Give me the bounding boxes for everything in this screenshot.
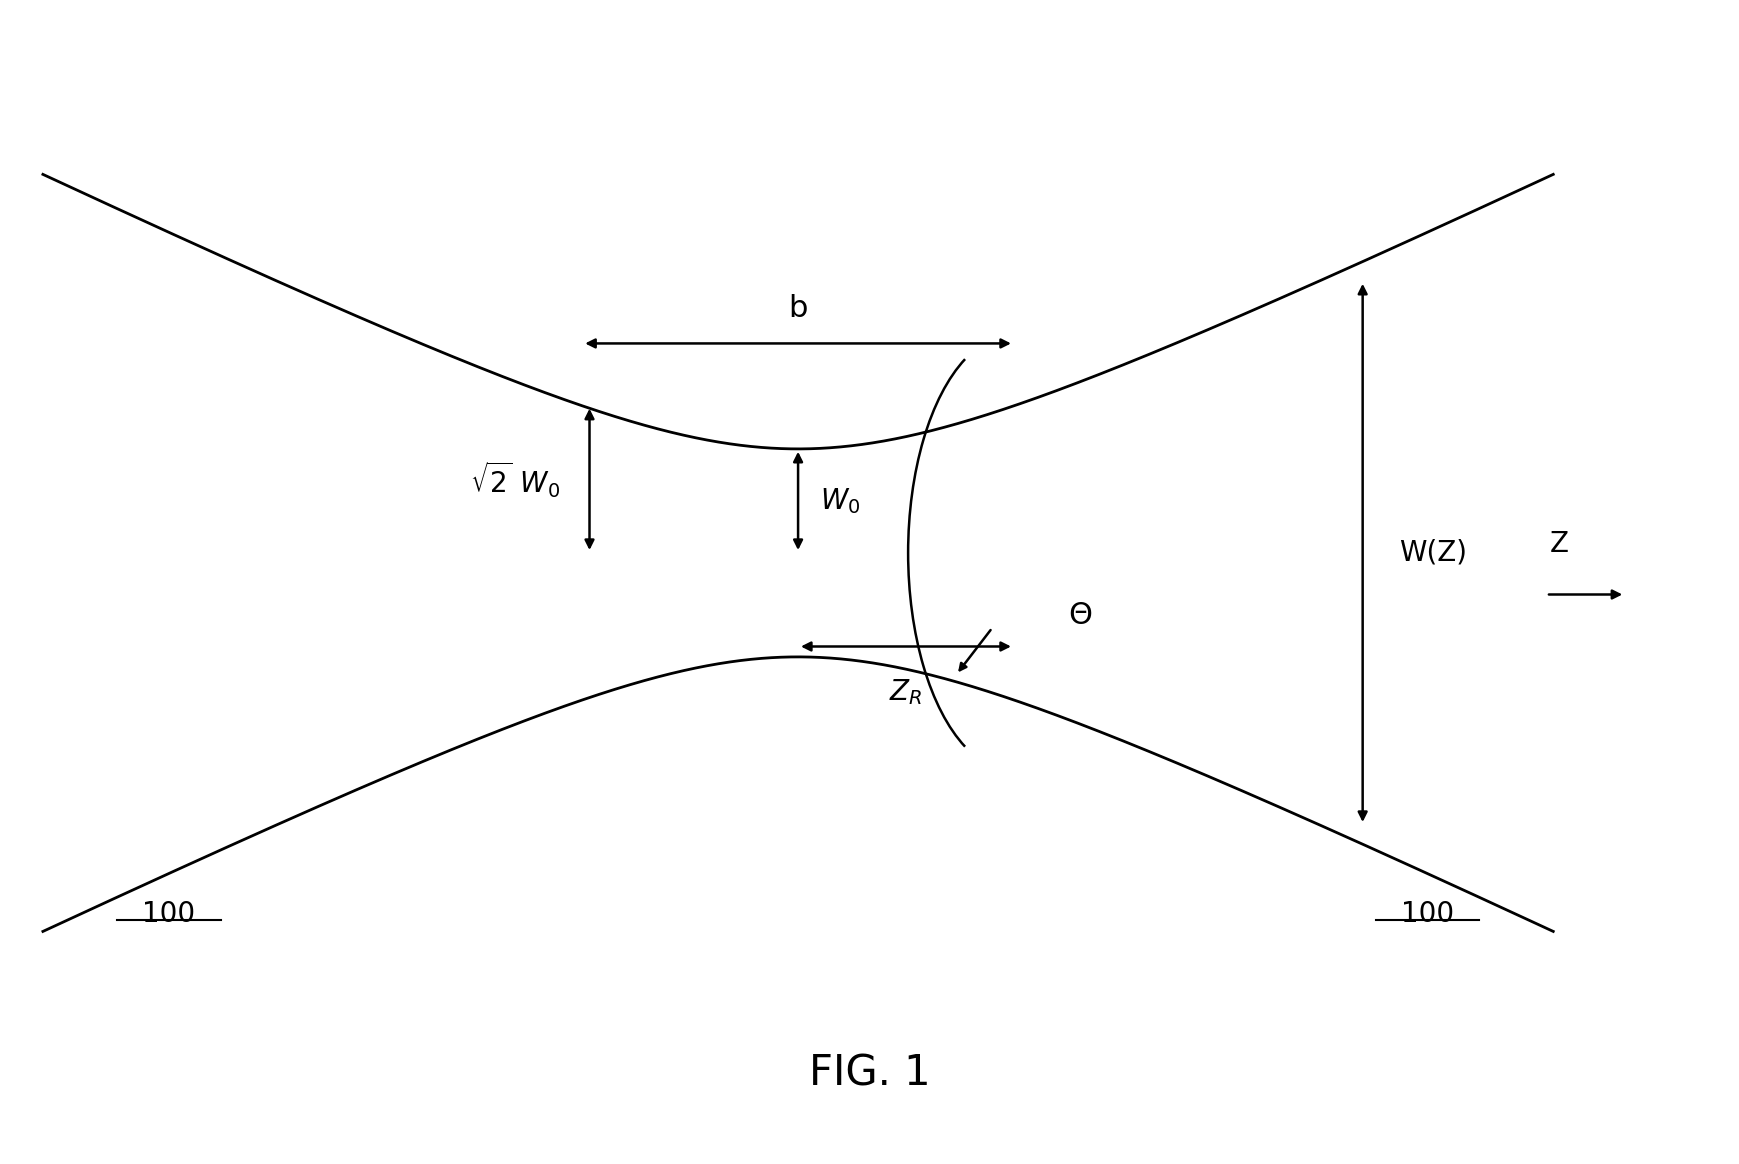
- Text: $\Theta$: $\Theta$: [1068, 601, 1092, 630]
- Text: $\sqrt{2}\ W_0$: $\sqrt{2}\ W_0$: [470, 459, 560, 499]
- Text: 100: 100: [1400, 900, 1454, 928]
- Text: Z: Z: [1549, 530, 1569, 558]
- Text: W(Z): W(Z): [1398, 539, 1466, 567]
- Text: 100: 100: [143, 900, 195, 928]
- Text: $Z_R$: $Z_R$: [889, 677, 922, 708]
- Text: FIG. 1: FIG. 1: [809, 1052, 930, 1094]
- Text: $W_0$: $W_0$: [819, 487, 859, 516]
- Text: b: b: [788, 293, 807, 322]
